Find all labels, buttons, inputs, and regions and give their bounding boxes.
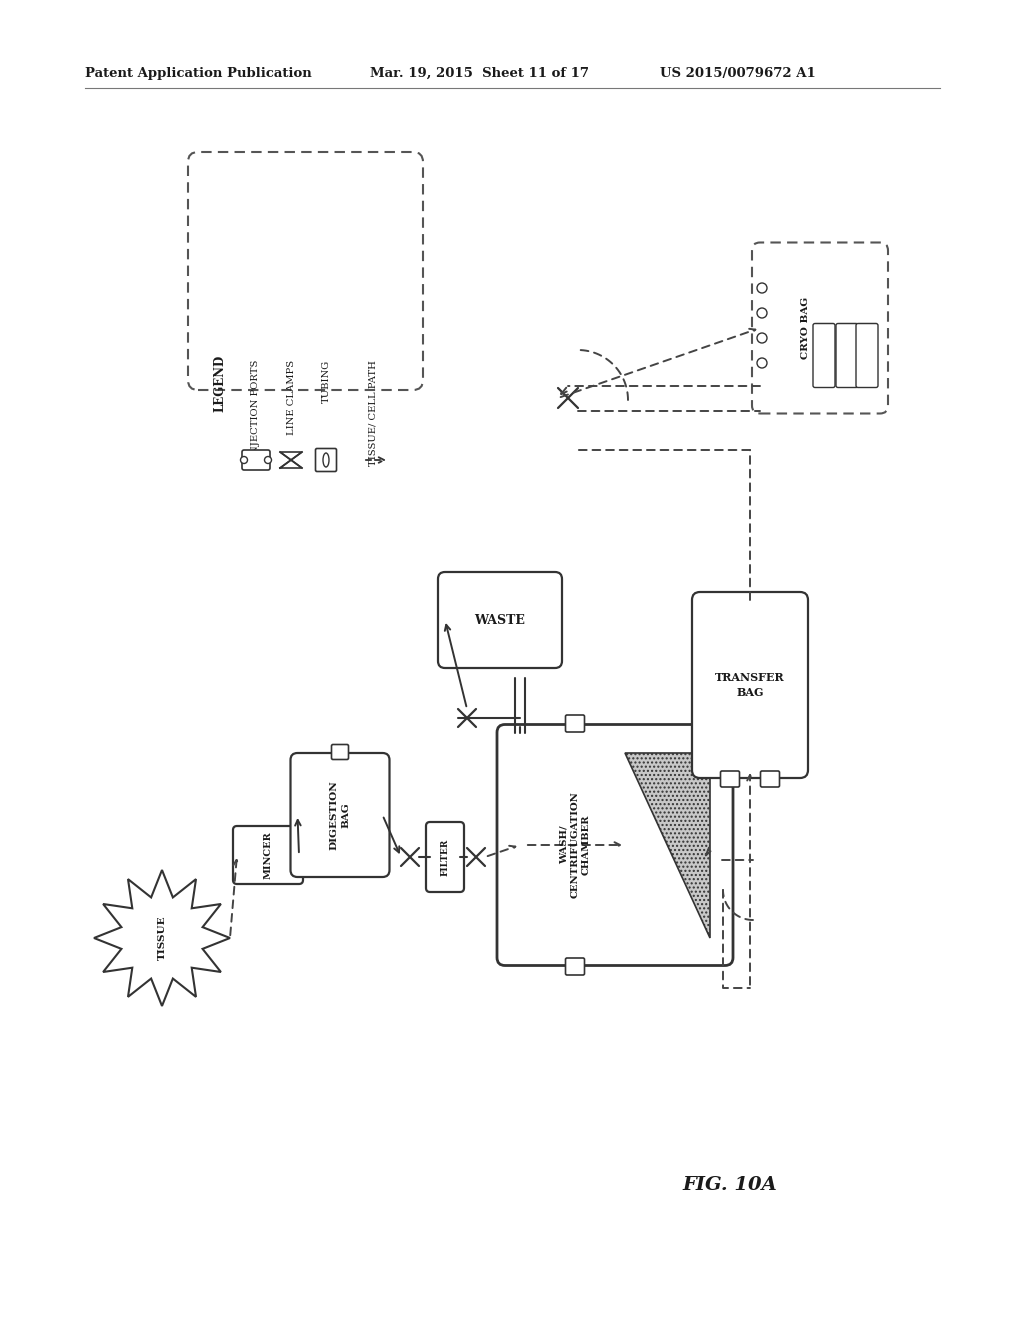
Text: DIGESTION
BAG: DIGESTION BAG bbox=[330, 780, 350, 850]
Text: TISSUE/ CELL PATH: TISSUE/ CELL PATH bbox=[369, 360, 378, 466]
FancyBboxPatch shape bbox=[497, 725, 733, 965]
Text: WASTE: WASTE bbox=[474, 614, 525, 627]
FancyBboxPatch shape bbox=[752, 243, 888, 413]
Text: LEGEND: LEGEND bbox=[213, 355, 226, 412]
Circle shape bbox=[241, 457, 248, 463]
FancyBboxPatch shape bbox=[565, 958, 585, 975]
Text: LINE CLAMPS: LINE CLAMPS bbox=[287, 360, 296, 436]
Text: MINCER: MINCER bbox=[263, 832, 272, 879]
FancyBboxPatch shape bbox=[188, 152, 423, 389]
FancyBboxPatch shape bbox=[291, 752, 389, 876]
FancyBboxPatch shape bbox=[242, 450, 270, 470]
Circle shape bbox=[264, 457, 271, 463]
FancyBboxPatch shape bbox=[315, 449, 337, 471]
Text: TRANSFER
BAG: TRANSFER BAG bbox=[715, 672, 784, 698]
FancyBboxPatch shape bbox=[836, 323, 858, 388]
FancyBboxPatch shape bbox=[761, 771, 779, 787]
FancyBboxPatch shape bbox=[721, 771, 739, 787]
FancyBboxPatch shape bbox=[426, 822, 464, 892]
Text: WASH/
CENTRIFUGATION
CHAMBER: WASH/ CENTRIFUGATION CHAMBER bbox=[559, 792, 591, 899]
Polygon shape bbox=[94, 870, 230, 1006]
FancyBboxPatch shape bbox=[332, 744, 348, 759]
FancyBboxPatch shape bbox=[565, 715, 585, 733]
Polygon shape bbox=[625, 752, 710, 937]
Ellipse shape bbox=[323, 453, 329, 467]
Circle shape bbox=[757, 333, 767, 343]
Text: INJECTION PORTS: INJECTION PORTS bbox=[252, 360, 260, 458]
FancyBboxPatch shape bbox=[233, 826, 303, 884]
FancyBboxPatch shape bbox=[856, 323, 878, 388]
Text: CRYO BAG: CRYO BAG bbox=[801, 297, 810, 359]
Text: FIG. 10A: FIG. 10A bbox=[683, 1176, 777, 1195]
Text: Mar. 19, 2015  Sheet 11 of 17: Mar. 19, 2015 Sheet 11 of 17 bbox=[370, 66, 589, 79]
Circle shape bbox=[757, 358, 767, 368]
Text: FILTER: FILTER bbox=[440, 838, 450, 875]
Text: TUBING: TUBING bbox=[322, 360, 331, 403]
Circle shape bbox=[757, 308, 767, 318]
Text: Patent Application Publication: Patent Application Publication bbox=[85, 66, 311, 79]
Circle shape bbox=[757, 282, 767, 293]
FancyBboxPatch shape bbox=[813, 323, 835, 388]
FancyBboxPatch shape bbox=[692, 591, 808, 777]
Text: US 2015/0079672 A1: US 2015/0079672 A1 bbox=[660, 66, 816, 79]
Text: TISSUE: TISSUE bbox=[158, 916, 167, 961]
FancyBboxPatch shape bbox=[438, 572, 562, 668]
